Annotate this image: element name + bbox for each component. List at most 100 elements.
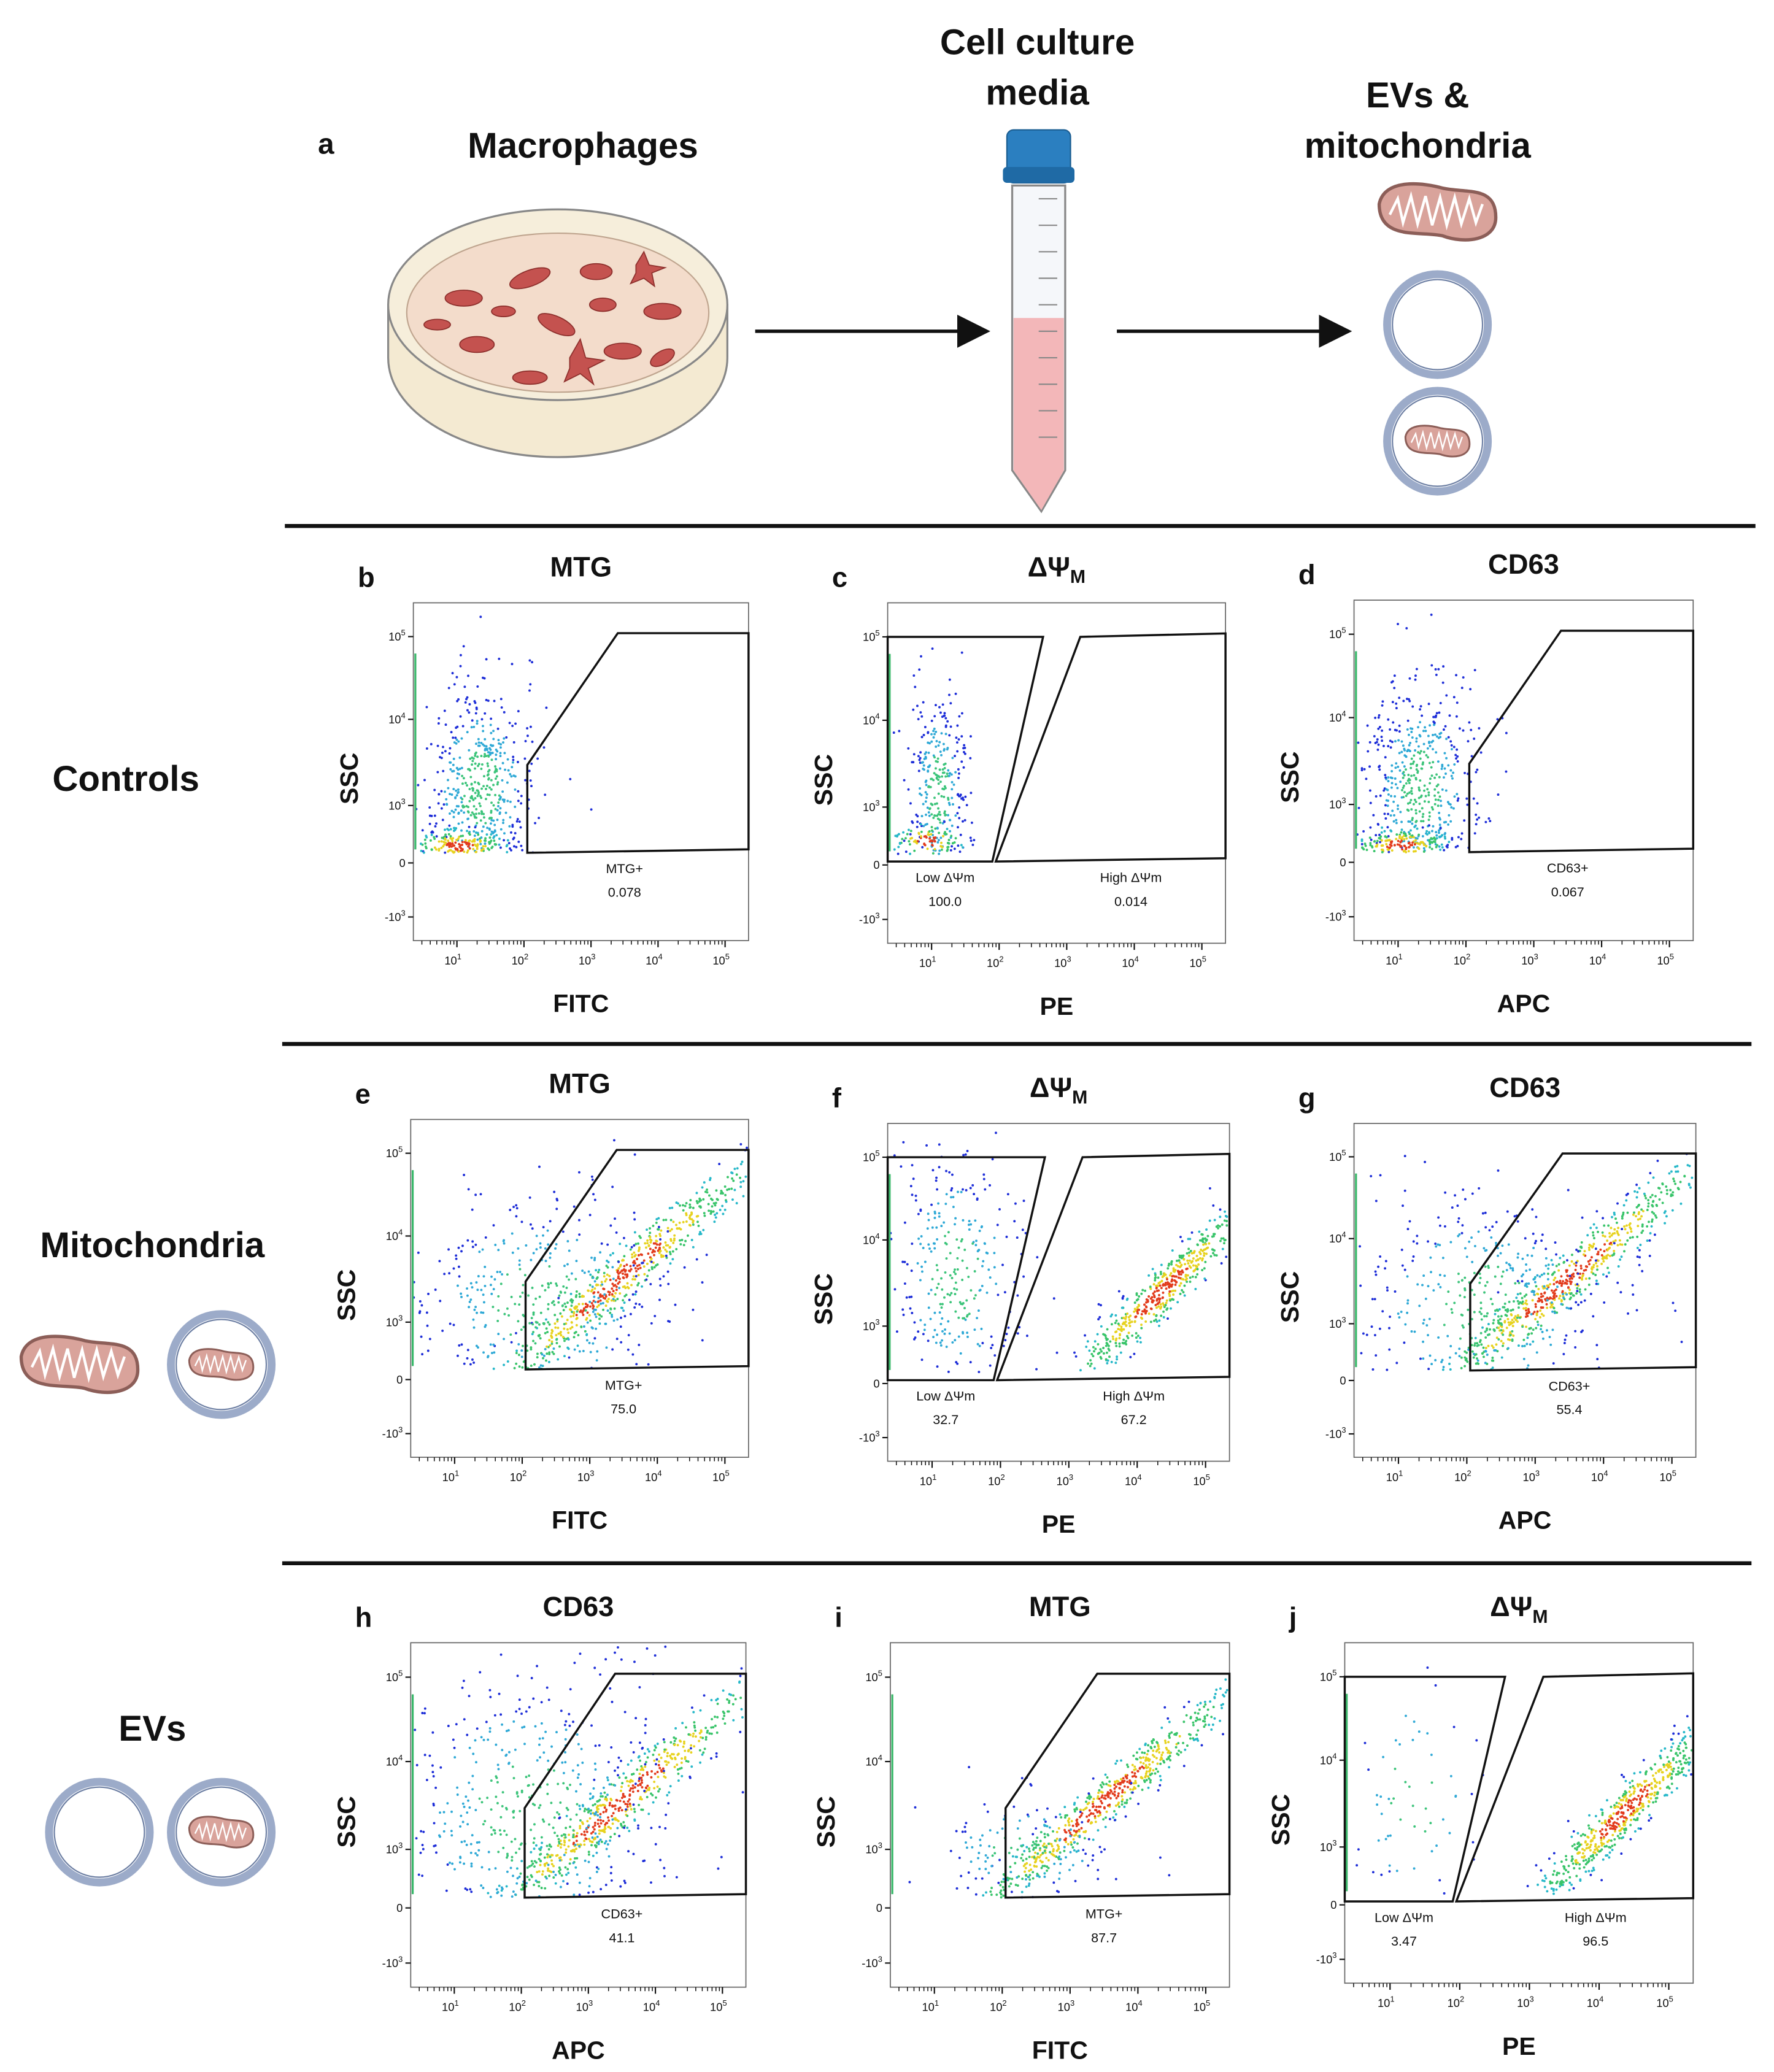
event-dot: [1093, 1367, 1096, 1370]
event-dot: [1196, 1268, 1199, 1271]
event-dot: [482, 1351, 485, 1354]
event-dot: [1495, 1343, 1498, 1346]
event-dot: [1403, 838, 1406, 841]
event-dot: [469, 1282, 472, 1285]
event-dot: [1455, 715, 1458, 718]
event-dot: [490, 811, 493, 814]
event-dot: [1476, 802, 1479, 805]
event-dot: [933, 733, 936, 736]
event-dot: [973, 1297, 976, 1300]
event-dot: [920, 830, 923, 833]
tick-exponent: 3: [590, 1468, 594, 1477]
event-dot: [960, 1190, 963, 1193]
event-dot: [927, 751, 930, 754]
event-dot: [428, 806, 431, 809]
event-dot: [1521, 1257, 1524, 1260]
event-dot: [430, 742, 433, 745]
event-dot: [954, 1273, 957, 1276]
event-dot: [1408, 782, 1411, 785]
event-dot: [613, 1139, 615, 1142]
event-dot: [742, 1195, 745, 1198]
event-dot: [655, 1796, 657, 1799]
event-dot: [517, 1342, 520, 1346]
event-dot: [1158, 1319, 1161, 1322]
event-dot: [936, 826, 939, 830]
event-dot: [457, 1354, 459, 1357]
event-dot: [654, 1246, 657, 1249]
event-dot: [1396, 843, 1399, 846]
event-dot: [1473, 1244, 1476, 1247]
event-dot: [1088, 1349, 1091, 1352]
event-dot: [1425, 830, 1429, 833]
event-dot: [1540, 1328, 1542, 1331]
event-dot: [1122, 1317, 1125, 1319]
event-dot: [1406, 802, 1410, 805]
event-dot: [921, 845, 924, 849]
event-dot: [1392, 800, 1395, 803]
event-dot: [1411, 817, 1414, 820]
event-dot: [506, 1273, 509, 1276]
event-dot: [1478, 1341, 1481, 1343]
event-dot: [1579, 1246, 1583, 1248]
event-dot: [1379, 1174, 1382, 1177]
event-dot: [1387, 776, 1390, 779]
event-dot: [1365, 777, 1368, 780]
event-dot: [1510, 1309, 1513, 1312]
event-dot: [539, 1246, 542, 1249]
event-dot: [1540, 1324, 1543, 1327]
event-dot: [1171, 1283, 1174, 1286]
event-dot: [650, 1260, 653, 1263]
event-dot: [1073, 1351, 1076, 1354]
event-dot: [1422, 750, 1425, 753]
event-dot: [950, 1189, 953, 1192]
event-dot: [1384, 1260, 1387, 1263]
event-dot: [1212, 1252, 1215, 1255]
tick-base: 10: [1329, 628, 1341, 641]
event-dot: [711, 1205, 714, 1208]
event-dot: [1498, 1322, 1501, 1325]
event-dot: [524, 779, 527, 782]
event-dot: [543, 1354, 546, 1357]
event-dot: [437, 722, 440, 725]
event-dot: [1164, 1273, 1167, 1276]
event-dot: [501, 1273, 504, 1276]
event-dot: [1438, 1274, 1441, 1276]
event-dot: [574, 1277, 577, 1281]
event-dot: [1378, 714, 1381, 717]
event-dot: [1488, 1229, 1491, 1231]
event-dot: [584, 1330, 587, 1333]
event-dot: [951, 842, 954, 845]
event-dot: [1484, 1330, 1487, 1333]
event-dot: [1205, 1242, 1208, 1246]
event-dot: [1411, 762, 1414, 765]
event-dot: [1432, 808, 1434, 811]
event-dot: [677, 1772, 680, 1775]
event-dot: [904, 837, 907, 840]
event-dot: [557, 1296, 560, 1300]
event-dot: [1426, 747, 1429, 750]
event-dot: [725, 1200, 728, 1203]
event-dot: [981, 1284, 984, 1287]
event-dot: [1511, 1308, 1514, 1311]
event-dot: [1370, 838, 1373, 841]
event-dot: [622, 1309, 625, 1312]
event-dot: [476, 847, 479, 850]
event-dot: [936, 757, 939, 760]
event-dot: [1471, 1317, 1473, 1320]
event-dot: [638, 1303, 641, 1306]
event-dot: [484, 749, 487, 752]
event-dot: [641, 1261, 644, 1265]
event-dot: [973, 1270, 976, 1273]
event-dot: [902, 1141, 905, 1144]
event-dot: [1416, 763, 1419, 766]
event-dot: [606, 1259, 609, 1262]
event-dot: [531, 661, 534, 664]
event-dot: [506, 781, 509, 784]
event-dot: [1396, 787, 1399, 790]
event-dot: [1530, 1332, 1533, 1335]
event-dot: [611, 1314, 614, 1316]
event-dot: [1403, 747, 1406, 750]
event-dot: [605, 1265, 608, 1268]
event-dot: [477, 782, 480, 785]
event-dot: [943, 832, 946, 835]
